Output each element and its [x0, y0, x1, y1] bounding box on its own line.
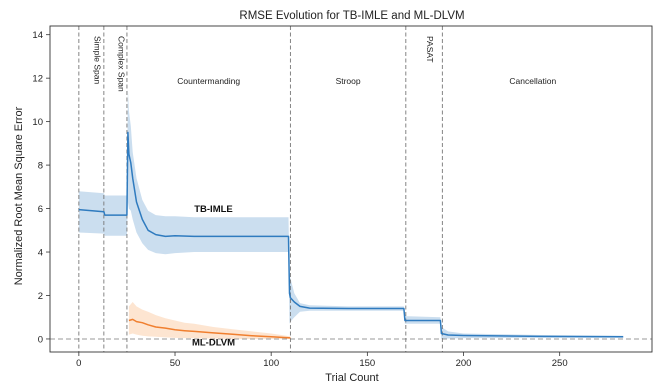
x-tick-label: 0 — [76, 358, 81, 369]
y-tick-label: 10 — [32, 117, 43, 128]
y-tick-label: 6 — [38, 204, 43, 215]
series-annotation: ML-DLVM — [192, 338, 235, 349]
x-tick-label: 100 — [263, 358, 279, 369]
y-axis: 0 2 4 6 8 10 12 14 — [32, 30, 50, 345]
phase-label: Complex Span — [116, 36, 126, 92]
line-ml-dlvm — [128, 318, 291, 339]
band-ml-dlvm — [128, 302, 291, 339]
series-annotation: TB-IMLE — [194, 204, 233, 215]
y-tick-label: 0 — [38, 334, 43, 345]
y-tick-label: 8 — [38, 160, 43, 171]
y-tick-label: 12 — [32, 74, 43, 85]
plot-frame — [49, 25, 653, 353]
chart-title: RMSE Evolution for TB-IMLE and ML-DLVM — [239, 10, 464, 22]
series-lines — [78, 131, 624, 339]
confidence-bands — [78, 89, 624, 339]
phase-boundaries: Simple Span Complex Span Countermanding Str… — [78, 26, 556, 352]
phase-label: Stroop — [336, 76, 361, 86]
series-annotations: TB-IMLE ML-DLVM — [192, 204, 235, 349]
phase-label: Countermanding — [177, 76, 240, 86]
phase-label: Cancellation — [509, 76, 556, 86]
y-tick-label: 14 — [32, 30, 43, 41]
y-tick-label: 4 — [38, 247, 43, 258]
x-tick-label: 250 — [552, 358, 568, 369]
phase-label: Simple Span — [92, 36, 102, 84]
x-axis-label: Trial Count — [325, 372, 378, 384]
x-axis: 0 50 100 150 200 250 — [76, 352, 568, 369]
x-tick-label: 50 — [170, 358, 181, 369]
x-tick-label: 200 — [456, 358, 472, 369]
phase-label: PASAT — [425, 36, 435, 63]
band-tb-imle — [78, 89, 624, 339]
y-tick-label: 2 — [38, 291, 43, 302]
y-axis-label: Normalized Root Mean Square Error — [13, 106, 25, 285]
line-tb-imle — [78, 131, 624, 338]
x-tick-label: 150 — [359, 358, 375, 369]
